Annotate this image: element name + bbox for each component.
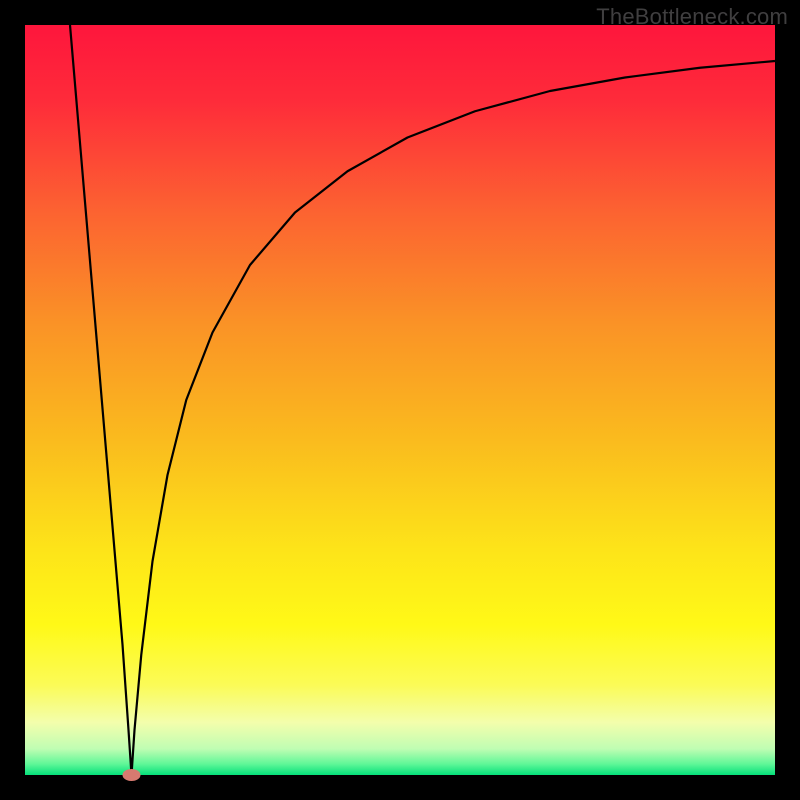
bottleneck-chart: TheBottleneck.com: [0, 0, 800, 800]
gradient-background: [25, 25, 775, 775]
watermark-text: TheBottleneck.com: [596, 4, 788, 30]
chart-canvas: [0, 0, 800, 800]
optimal-point-marker: [123, 769, 141, 781]
